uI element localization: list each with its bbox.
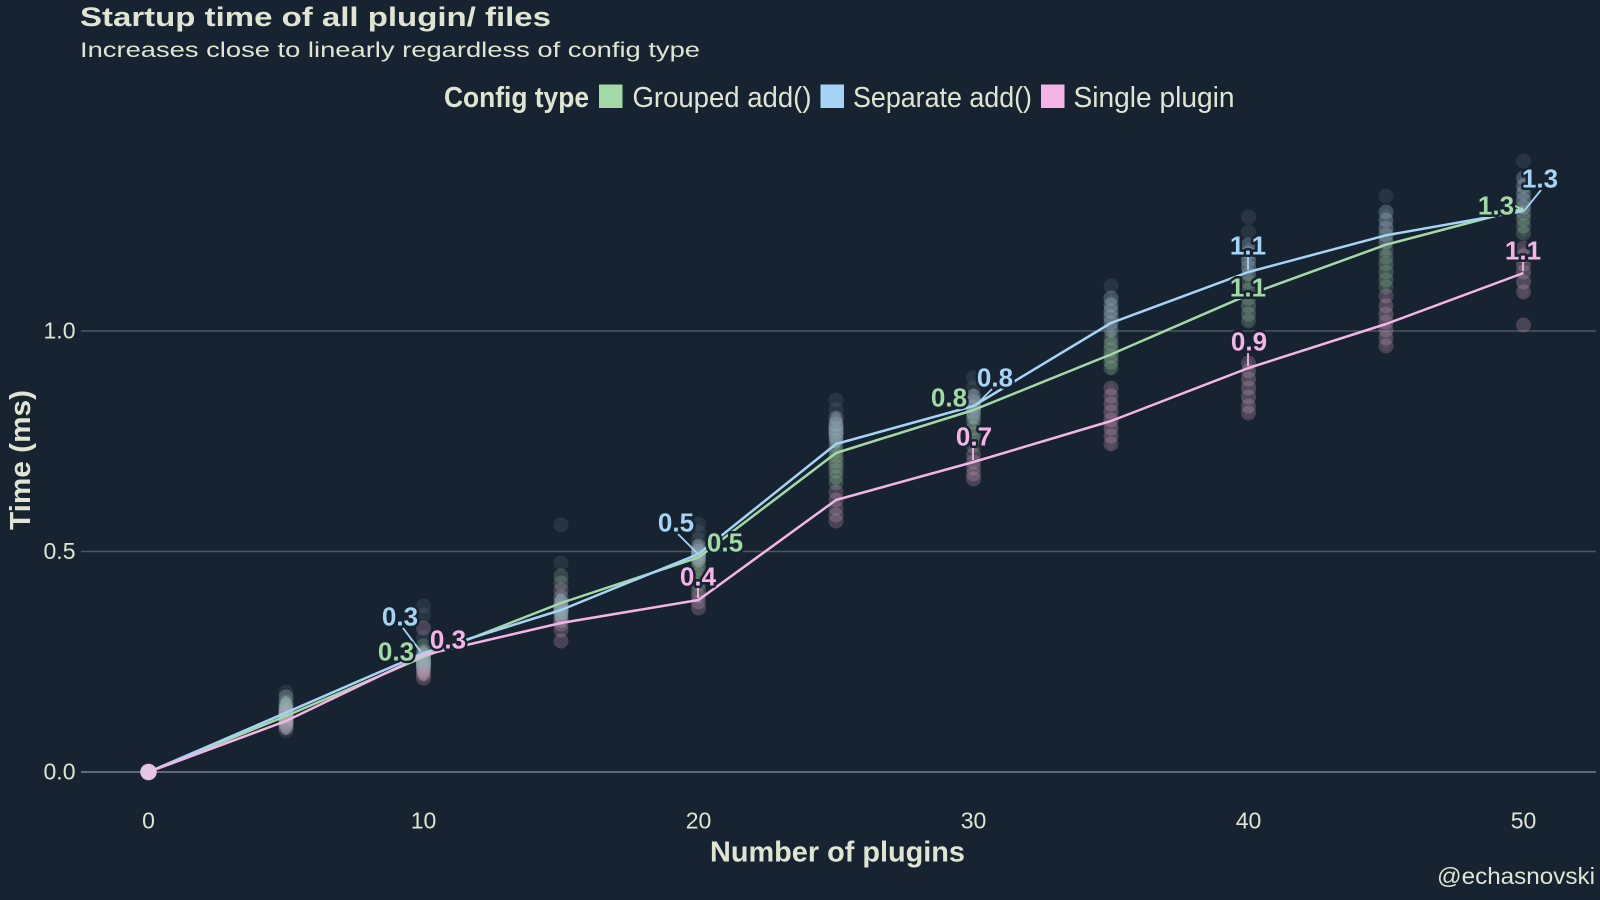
svg-text:0.8: 0.8	[977, 363, 1013, 393]
svg-text:1.3: 1.3	[1478, 191, 1514, 221]
svg-text:30: 30	[961, 808, 987, 834]
svg-text:0.4: 0.4	[680, 562, 717, 592]
svg-text:1.1: 1.1	[1505, 236, 1541, 266]
svg-text:10: 10	[411, 808, 437, 834]
svg-text:50: 50	[1511, 808, 1537, 834]
svg-text:@echasnovski: @echasnovski	[1437, 863, 1595, 889]
svg-text:Increases close to linearly re: Increases close to linearly regardless o…	[80, 39, 700, 62]
svg-text:0.5: 0.5	[658, 508, 694, 538]
svg-text:Number of plugins: Number of plugins	[710, 837, 965, 869]
svg-text:1.1: 1.1	[1230, 231, 1266, 261]
svg-text:0.8: 0.8	[931, 383, 967, 413]
svg-text:0.0: 0.0	[44, 759, 76, 785]
svg-text:0.9: 0.9	[1231, 327, 1267, 357]
svg-text:0.3: 0.3	[430, 625, 466, 655]
svg-text:0.7: 0.7	[956, 422, 992, 452]
svg-text:0: 0	[142, 808, 155, 834]
svg-text:1.0: 1.0	[44, 318, 76, 344]
svg-text:1.3: 1.3	[1522, 164, 1558, 194]
svg-text:0.5: 0.5	[707, 528, 743, 558]
svg-text:Config type: Config type	[444, 82, 589, 114]
svg-text:0.5: 0.5	[44, 538, 76, 564]
svg-text:40: 40	[1236, 808, 1262, 834]
svg-text:0.3: 0.3	[382, 602, 418, 632]
svg-text:1.1: 1.1	[1230, 273, 1266, 303]
svg-text:Grouped add(): Grouped add()	[633, 82, 812, 114]
svg-text:Single plugin: Single plugin	[1074, 82, 1235, 114]
svg-text:20: 20	[686, 808, 712, 834]
svg-text:0.3: 0.3	[378, 637, 414, 667]
svg-text:Time (ms): Time (ms)	[5, 390, 37, 530]
svg-text:Separate add(): Separate add()	[853, 82, 1032, 114]
svg-text:Startup time of all plugin/ fi: Startup time of all plugin/ files	[80, 2, 551, 32]
